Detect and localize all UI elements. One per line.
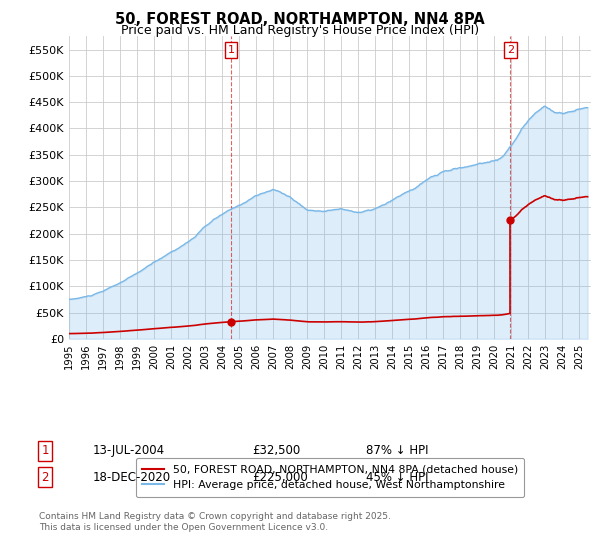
Text: 45% ↓ HPI: 45% ↓ HPI (366, 470, 428, 484)
Text: Price paid vs. HM Land Registry's House Price Index (HPI): Price paid vs. HM Land Registry's House … (121, 24, 479, 37)
Text: £225,000: £225,000 (252, 470, 308, 484)
Text: Contains HM Land Registry data © Crown copyright and database right 2025.
This d: Contains HM Land Registry data © Crown c… (39, 512, 391, 532)
Text: 1: 1 (227, 45, 235, 55)
Text: 2: 2 (41, 470, 49, 484)
Text: £32,500: £32,500 (252, 444, 300, 458)
Text: 2: 2 (507, 45, 514, 55)
Text: 50, FOREST ROAD, NORTHAMPTON, NN4 8PA: 50, FOREST ROAD, NORTHAMPTON, NN4 8PA (115, 12, 485, 27)
Text: 18-DEC-2020: 18-DEC-2020 (93, 470, 171, 484)
Text: 87% ↓ HPI: 87% ↓ HPI (366, 444, 428, 458)
Text: 13-JUL-2004: 13-JUL-2004 (93, 444, 165, 458)
Text: 1: 1 (41, 444, 49, 458)
Legend: 50, FOREST ROAD, NORTHAMPTON, NN4 8PA (detached house), HPI: Average price, deta: 50, FOREST ROAD, NORTHAMPTON, NN4 8PA (d… (136, 458, 524, 497)
